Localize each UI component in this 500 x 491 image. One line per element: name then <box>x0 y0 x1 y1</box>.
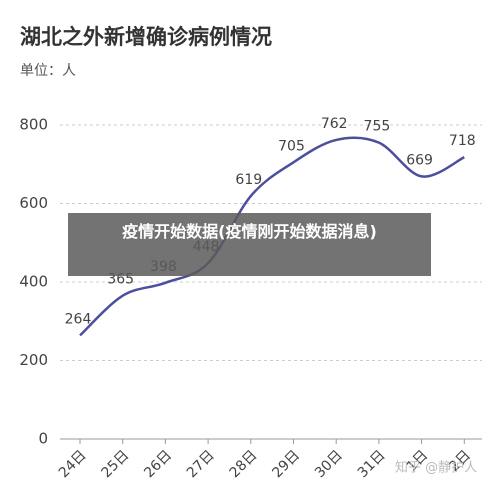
chart-title: 湖北之外新增确诊病例情况 <box>20 25 272 49</box>
x-tick-label: 28日 <box>227 447 261 481</box>
watermark: 知乎 @静护人 <box>395 460 477 476</box>
x-tick-label: 24日 <box>56 447 90 481</box>
data-line <box>79 136 465 337</box>
x-tick-label: 31日 <box>355 447 389 481</box>
y-tick-label: 200 <box>19 351 48 369</box>
x-tick-label: 29日 <box>269 447 303 481</box>
y-tick-label: 600 <box>19 194 48 212</box>
overlay-caption: 疫情开始数据(疫情刚开始数据消息) <box>68 213 431 276</box>
data-label: 718 <box>449 133 476 149</box>
data-label: 264 <box>65 311 92 327</box>
data-label: 762 <box>321 116 348 132</box>
data-label: 755 <box>364 119 391 135</box>
x-tick-label: 27日 <box>184 447 218 481</box>
data-label: 669 <box>406 152 433 168</box>
y-tick-label: 800 <box>19 116 48 134</box>
x-tick-label: 30日 <box>312 447 346 481</box>
y-tick-label: 400 <box>19 273 48 291</box>
x-tick-label: 26日 <box>141 447 175 481</box>
chart-subtitle: 单位：人 <box>20 63 76 79</box>
x-tick-label: 25日 <box>99 447 133 481</box>
y-tick-label: 0 <box>38 430 48 448</box>
data-label: 619 <box>235 172 262 188</box>
data-label: 705 <box>278 138 305 154</box>
